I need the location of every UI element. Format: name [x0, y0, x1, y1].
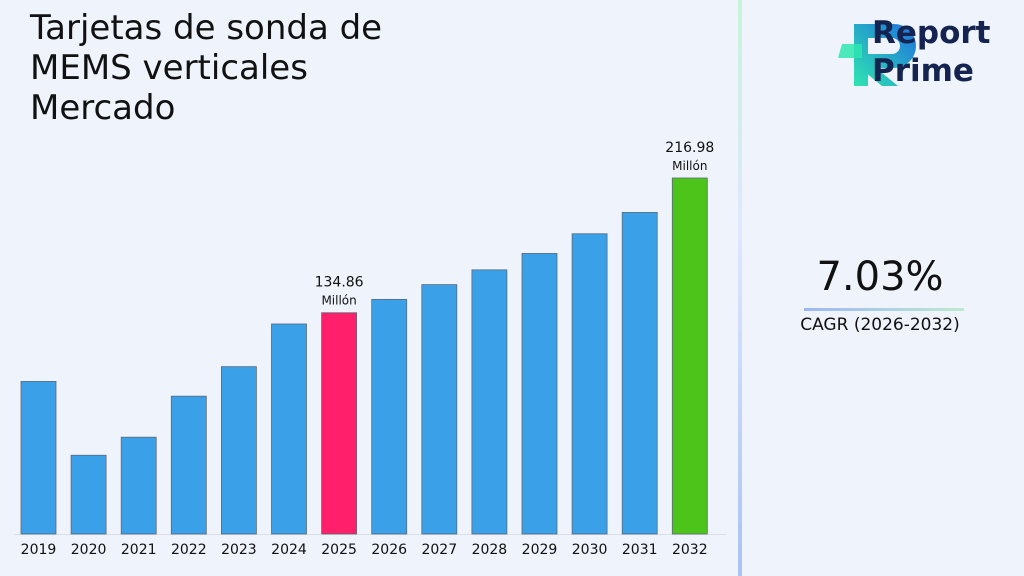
brand-line-1: Report: [872, 15, 991, 51]
bar-2022: [170, 395, 207, 535]
x-tick-label-2019: 2019: [21, 542, 57, 558]
bar-2027: [421, 284, 458, 535]
data-label-value-2025: 134.86: [315, 275, 364, 291]
cagr-value: 7.03%: [816, 254, 944, 300]
bar-2020: [70, 454, 107, 535]
x-tick-label-2024: 2024: [271, 542, 307, 558]
x-tick-label-2021: 2021: [121, 542, 157, 558]
x-tick-label-2020: 2020: [71, 542, 107, 558]
brand-name: Report Prime: [872, 14, 991, 90]
x-tick-label-2031: 2031: [622, 542, 658, 558]
x-tick-label-2022: 2022: [171, 542, 207, 558]
bar-2024: [271, 323, 307, 535]
x-tick-label-2023: 2023: [221, 542, 257, 558]
x-tick-label-2025: 2025: [321, 542, 357, 558]
bar-chart: 2019 2020 2021 2022 2023 2024 2025 2026 2027 2028…: [14, 140, 726, 558]
bar-2025: [321, 312, 358, 535]
cagr-label: CAGR (2026-2032): [800, 315, 960, 335]
x-tick-label-2030: 2030: [572, 542, 608, 558]
bar-2026: [371, 298, 408, 535]
bar-2019: [20, 381, 57, 535]
bar-2023: [220, 366, 257, 535]
bar-2029: [521, 253, 558, 535]
panel-divider: [738, 0, 742, 576]
chart-title: Tarjetas de sonda de MEMS verticales Mer…: [30, 8, 383, 128]
x-tick-label-2026: 2026: [371, 542, 407, 558]
data-label-value-2032: 216.98: [665, 140, 714, 156]
brand-line-2: Prime: [872, 53, 974, 89]
bar-2028: [471, 269, 508, 535]
bar-2032: [671, 177, 708, 535]
x-tick-label-2028: 2028: [472, 542, 508, 558]
data-label-unit-2032: Millón: [672, 159, 707, 173]
bar-2030: [571, 233, 608, 535]
x-tick-label-2032: 2032: [672, 542, 708, 558]
data-label-unit-2025: Millón: [321, 294, 356, 308]
cagr-underline: [804, 308, 964, 311]
x-tick-label-2029: 2029: [522, 542, 558, 558]
x-tick-label-2027: 2027: [421, 542, 457, 558]
bar-2021: [120, 436, 157, 535]
bar-2031: [621, 212, 658, 535]
report-prime-logo-icon: [838, 24, 916, 86]
